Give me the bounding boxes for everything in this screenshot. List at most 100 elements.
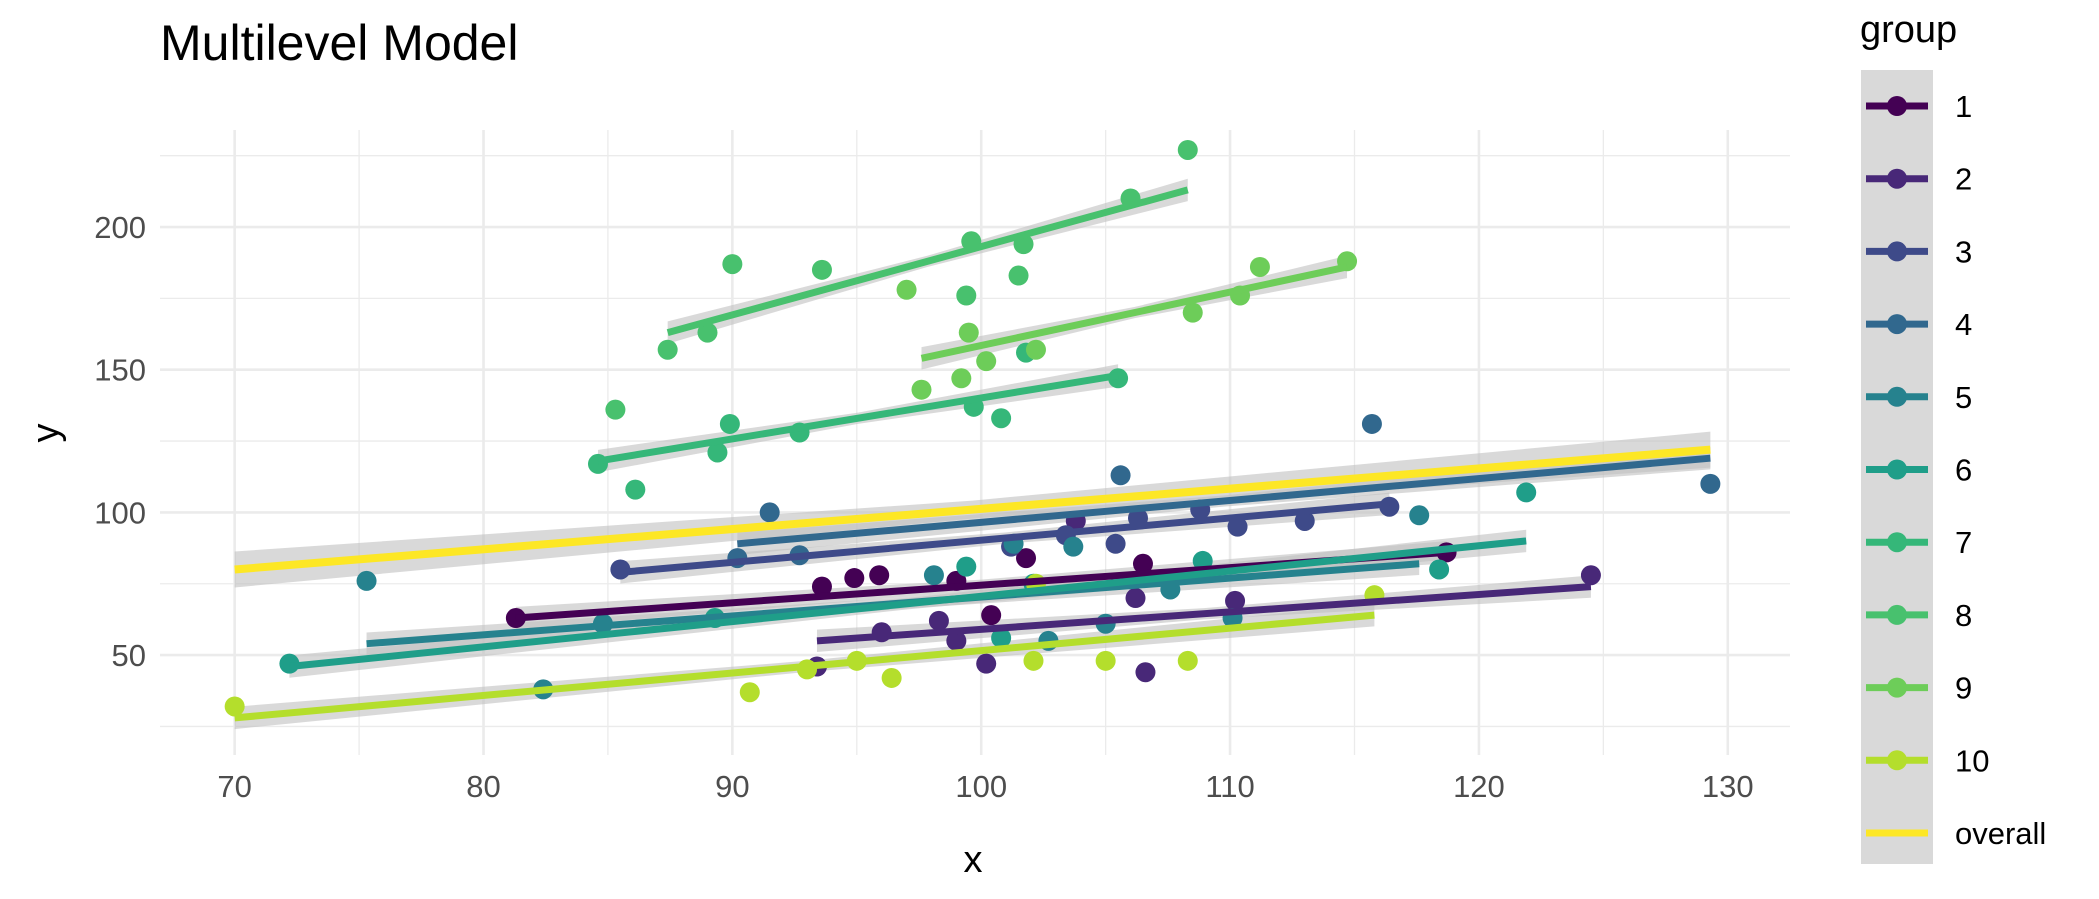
point-group-5	[1409, 505, 1430, 526]
legend-key-point-3	[1887, 241, 1907, 262]
fit-line-group-9	[920, 263, 1348, 362]
y-tick-label: 100	[94, 495, 146, 530]
point-group-10	[1023, 650, 1044, 671]
point-group-4	[1700, 473, 1721, 494]
point-group-8	[605, 399, 626, 420]
legend-label-3: 3	[1955, 234, 1972, 269]
fit-line-overall	[234, 445, 1711, 574]
point-group-5	[923, 565, 944, 586]
x-tick-label: 120	[1453, 769, 1505, 804]
point-group-2	[946, 630, 967, 651]
point-group-6	[956, 556, 977, 577]
point-group-3	[1294, 510, 1315, 531]
legend-label-6: 6	[1955, 453, 1972, 488]
legend-key-point-2	[1887, 168, 1907, 189]
fit-line-group-2	[816, 583, 1592, 645]
legend-key-point-1	[1887, 96, 1907, 116]
fit-line-group-10	[234, 611, 1375, 722]
point-group-2	[1225, 590, 1246, 611]
point-group-1	[844, 568, 865, 589]
legend-key-point-6	[1887, 459, 1907, 480]
x-tick-label: 70	[217, 769, 251, 804]
point-group-9	[951, 368, 972, 389]
y-tick-label: 150	[94, 353, 146, 388]
y-tick-labels: 50 100 150 200	[94, 210, 146, 673]
point-group-9	[1249, 256, 1270, 277]
point-group-1	[1132, 553, 1153, 574]
point-group-7	[707, 442, 728, 463]
legend-key-point-5	[1887, 386, 1907, 407]
point-group-4	[1110, 465, 1131, 486]
chart-title: Multilevel Model	[160, 15, 518, 71]
legend-label-5: 5	[1955, 380, 1972, 415]
x-tick-label: 90	[715, 769, 749, 804]
point-group-4	[1361, 413, 1382, 434]
x-tick-label: 130	[1702, 769, 1754, 804]
fit-line-group-6	[289, 537, 1527, 671]
fit-line-group-7	[597, 371, 1119, 465]
point-group-9	[911, 379, 932, 400]
point-group-2	[1580, 565, 1601, 586]
point-group-2	[1135, 662, 1156, 683]
legend-label-8: 8	[1955, 598, 1972, 633]
x-tick-label: 110	[1205, 769, 1254, 804]
point-group-8	[657, 339, 678, 360]
point-group-2	[976, 653, 997, 674]
x-tick-label: 80	[466, 769, 500, 804]
legend-key-point-10	[1887, 750, 1907, 771]
point-group-10	[1095, 650, 1116, 671]
legend-label-9: 9	[1955, 671, 1972, 706]
legend-key-point-8	[1887, 604, 1907, 625]
legend: group 1 2 3 4 5 6 7 8 9 10 overall	[1860, 9, 2046, 864]
data-points	[224, 139, 1721, 717]
fit-line-group-4	[737, 454, 1711, 548]
y-axis-title: y	[25, 424, 67, 443]
y-tick-label: 50	[112, 638, 146, 673]
point-group-3	[1105, 533, 1126, 554]
fit-line-group-8	[666, 186, 1189, 336]
legend-label-7: 7	[1955, 525, 1972, 560]
point-group-7	[991, 408, 1012, 429]
point-group-9	[976, 351, 997, 372]
point-group-2	[1125, 588, 1146, 609]
point-group-1	[1016, 548, 1037, 569]
point-group-6	[1516, 482, 1537, 503]
x-axis-title: x	[964, 839, 983, 881]
fit-lines	[234, 186, 1711, 722]
point-group-6	[1429, 559, 1450, 580]
y-tick-label: 200	[94, 210, 146, 245]
legend-label-2: 2	[1955, 162, 1972, 197]
point-group-3	[1227, 516, 1248, 537]
point-group-7	[625, 479, 646, 500]
point-group-1	[811, 576, 832, 597]
point-group-1	[981, 605, 1002, 626]
legend-key-point-7	[1887, 532, 1907, 553]
point-group-1	[869, 565, 890, 586]
point-group-10	[881, 667, 902, 688]
point-group-9	[958, 322, 979, 343]
point-group-2	[928, 610, 949, 631]
legend-key-point-4	[1887, 314, 1907, 335]
point-group-9	[1182, 302, 1203, 323]
x-tick-label: 100	[955, 769, 1007, 804]
legend-label-1: 1	[1955, 89, 1972, 124]
x-tick-labels: 70 80 90 100 110 120 130	[217, 769, 1753, 804]
point-group-10	[224, 696, 245, 717]
point-group-8	[722, 254, 743, 275]
legend-label-10: 10	[1955, 743, 1989, 778]
legend-title: group	[1860, 9, 1957, 51]
point-group-9	[1025, 339, 1046, 360]
point-group-6	[991, 627, 1012, 648]
legend-label-overall: overall	[1955, 816, 2046, 851]
point-group-7	[719, 413, 740, 434]
point-group-10	[1177, 650, 1198, 671]
point-group-5	[356, 570, 377, 591]
point-group-8	[956, 285, 977, 306]
point-group-5	[1063, 536, 1084, 557]
point-group-8	[811, 259, 832, 280]
point-group-10	[739, 682, 760, 703]
fit-line-group-3	[620, 500, 1390, 576]
point-group-8	[697, 322, 718, 343]
point-group-4	[759, 502, 780, 523]
